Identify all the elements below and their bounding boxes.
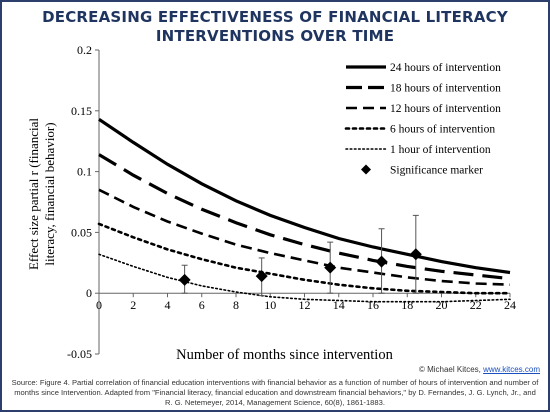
x-axis-label: Number of months since intervention: [176, 347, 393, 363]
legend-label-3: 6 hours of intervention: [390, 124, 495, 136]
x-tick-label: 18: [401, 298, 413, 312]
legend-label-0: 24 hours of intervention: [390, 62, 501, 74]
y-tick-label: 0.15: [71, 104, 92, 118]
x-tick-label: 2: [130, 298, 136, 312]
x-tick-label: 14: [333, 298, 345, 312]
legend-label-4: 1 hour of intervention: [390, 144, 491, 156]
x-tick-label: 12: [299, 298, 311, 312]
chart-title: DECREASING EFFECTIVENESS OF FINANCIAL LI…: [2, 8, 548, 46]
series-line-4: [98, 253, 511, 303]
x-tick-label: 6: [199, 298, 205, 312]
significance-marker: [324, 261, 337, 274]
chart-title-line2: INTERVENTIONS OVER TIME: [155, 27, 395, 45]
x-tick-label: 8: [233, 298, 239, 312]
y-tick-label: 0: [86, 286, 92, 300]
y-tick-label: 0.1: [77, 165, 92, 179]
credit-prefix: © Michael Kitces,: [418, 365, 484, 374]
x-tick-label: 0: [96, 298, 102, 312]
credit-link[interactable]: www.kitces.com: [483, 365, 540, 374]
series-line-3: [97, 222, 512, 295]
x-tick-label: 24: [504, 298, 516, 312]
y-tick-label: 0.05: [71, 225, 92, 239]
source-note: Source: Figure 4. Partial correlation of…: [11, 378, 539, 407]
legend-label-2: 12 hours of intervention: [390, 103, 501, 115]
significance-marker: [178, 273, 191, 286]
x-tick-label: 4: [165, 298, 171, 312]
x-tick-label: 10: [264, 298, 276, 312]
x-tick-label: 22: [470, 298, 482, 312]
significance-marker: [255, 270, 268, 283]
legend-label-marker: Significance marker: [390, 165, 483, 177]
legend-label-1: 18 hours of intervention: [390, 83, 501, 95]
legend-marker-swatch: [361, 164, 371, 175]
y-axis-label: Effect size partial r (financialliteracy…: [26, 118, 57, 270]
y-tick-label: 0.2: [77, 43, 92, 57]
series-line-2: [98, 188, 511, 286]
series-line-0: [98, 117, 511, 275]
chart-title-line1: DECREASING EFFECTIVENESS OF FINANCIAL LI…: [42, 8, 508, 26]
y-tick-label: -0.05: [67, 347, 92, 361]
x-tick-label: 16: [367, 298, 379, 312]
significance-marker: [409, 248, 422, 261]
credit-line: © Michael Kitces, www.kitces.com: [419, 365, 540, 374]
x-tick-label: 20: [436, 298, 448, 312]
series-line-1: [98, 153, 511, 281]
significance-marker: [375, 255, 388, 268]
